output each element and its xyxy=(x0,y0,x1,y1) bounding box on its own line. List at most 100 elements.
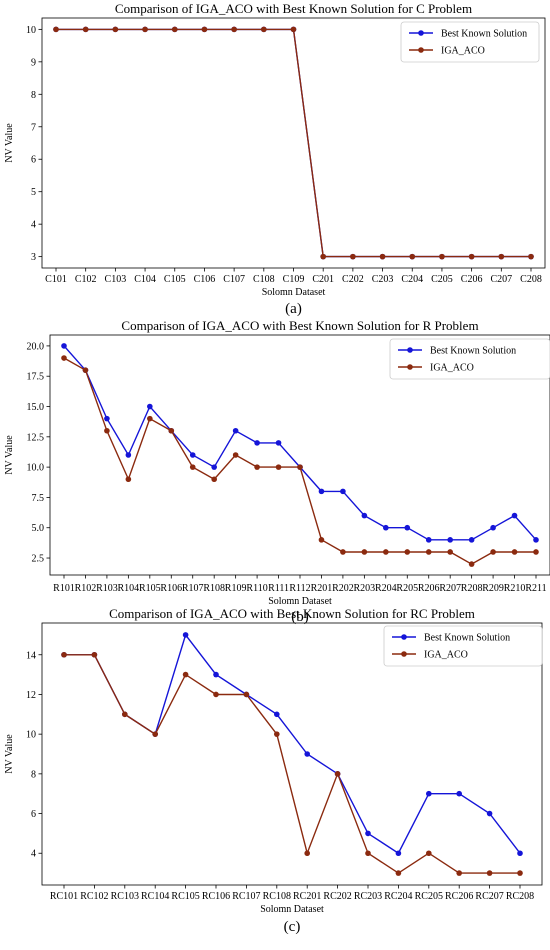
x-tick-label: RC206 xyxy=(445,891,473,902)
legend: Best Known Solution IGA_ACO xyxy=(383,625,543,667)
data-point xyxy=(426,850,432,857)
panel-label: (b) xyxy=(291,609,309,625)
x-tick-label: RC106 xyxy=(202,891,230,902)
x-tick-label: RC202 xyxy=(323,891,351,902)
data-point xyxy=(231,26,237,33)
chart-title: Comparison of IGA_ACO with Best Known So… xyxy=(121,318,478,333)
legend-label: Best Known Solution xyxy=(441,29,527,40)
y-tick-label: 5.0 xyxy=(32,523,45,534)
data-point xyxy=(304,751,311,757)
data-point xyxy=(404,524,411,531)
data-point xyxy=(182,632,189,638)
x-tick-label: C203 xyxy=(372,274,394,285)
y-tick-label: 4 xyxy=(31,849,36,860)
series-line-2 xyxy=(63,357,536,565)
data-point xyxy=(425,549,432,555)
x-tick-label: C201 xyxy=(312,274,334,285)
panel-label: (c) xyxy=(284,919,301,935)
x-tick-label: C106 xyxy=(194,274,216,285)
data-point xyxy=(439,253,445,260)
data-point xyxy=(213,691,219,698)
data-point xyxy=(274,731,280,737)
y-tick-label: 9 xyxy=(31,57,36,68)
data-point xyxy=(53,26,59,33)
data-point xyxy=(511,549,518,555)
x-tick-label: R109 xyxy=(225,583,247,594)
data-point xyxy=(511,512,518,519)
data-point xyxy=(490,549,496,555)
x-tick-label: C202 xyxy=(342,274,364,285)
data-point xyxy=(361,512,368,519)
series-line-2 xyxy=(56,28,531,258)
data-point xyxy=(456,870,463,876)
data-point xyxy=(533,549,539,555)
x-tick-label: R102 xyxy=(75,583,97,594)
data-point xyxy=(297,464,303,470)
data-point xyxy=(254,440,260,446)
x-tick-label: C108 xyxy=(253,274,275,285)
data-point xyxy=(447,537,453,543)
data-point xyxy=(122,711,128,718)
panel-label: (a) xyxy=(285,301,302,317)
x-tick-label: R104 xyxy=(118,583,140,594)
x-tick-label: R106 xyxy=(160,583,182,594)
y-tick-label: 6 xyxy=(31,155,36,166)
x-tick-label: C107 xyxy=(223,274,245,285)
data-point xyxy=(361,549,368,555)
x-tick-label: C204 xyxy=(401,274,423,285)
data-point xyxy=(147,415,153,422)
x-tick-label: RC201 xyxy=(293,891,321,902)
data-point xyxy=(82,367,89,373)
data-point xyxy=(365,830,371,837)
x-tick-label: C207 xyxy=(490,274,512,285)
data-point xyxy=(232,452,239,458)
y-tick-label: 20.0 xyxy=(27,341,45,352)
data-point xyxy=(468,561,475,567)
data-point xyxy=(142,26,148,33)
data-point xyxy=(383,549,389,555)
chart-panel-1: Comparison of IGA_ACO with Best Known So… xyxy=(4,1,546,317)
data-point xyxy=(468,537,475,543)
legend-swatch-marker xyxy=(418,30,424,36)
x-tick-label: RC104 xyxy=(141,891,169,902)
legend-label: Best Known Solution xyxy=(430,346,516,357)
x-tick-label: R107 xyxy=(182,583,204,594)
legend-box xyxy=(383,625,543,667)
data-point xyxy=(125,476,132,483)
data-point xyxy=(404,549,411,555)
legend-swatch-marker xyxy=(401,634,407,640)
x-tick-label: RC205 xyxy=(415,891,443,902)
x-tick-label: RC203 xyxy=(354,891,382,902)
data-point xyxy=(318,488,325,495)
data-point xyxy=(320,253,326,260)
data-point xyxy=(232,427,239,434)
data-point xyxy=(171,26,178,33)
legend-box xyxy=(400,21,540,63)
data-point xyxy=(395,850,402,857)
data-point xyxy=(340,488,346,495)
data-point xyxy=(112,26,119,33)
chart-title: Comparison of IGA_ACO with Best Known So… xyxy=(115,1,472,16)
data-point xyxy=(528,253,534,260)
data-point xyxy=(104,427,110,434)
data-point xyxy=(201,26,208,33)
y-tick-label: 15.0 xyxy=(27,402,45,413)
legend-swatch-marker xyxy=(401,651,407,657)
x-tick-label: RC208 xyxy=(506,891,534,902)
x-tick-label: C109 xyxy=(283,274,305,285)
legend-swatch-marker xyxy=(407,347,413,353)
x-tick-label: R110 xyxy=(246,583,267,594)
data-point xyxy=(275,464,282,470)
chart-title: Comparison of IGA_ACO with Best Known So… xyxy=(109,606,475,621)
y-tick-label: 2.5 xyxy=(32,554,45,565)
y-tick-label: 12.5 xyxy=(27,432,45,443)
data-point xyxy=(340,549,346,555)
x-tick-label: C103 xyxy=(105,274,127,285)
data-point xyxy=(490,524,496,531)
x-tick-label: R210 xyxy=(504,583,526,594)
legend-swatch-marker xyxy=(407,364,413,370)
x-tick-label: R211 xyxy=(525,583,546,594)
x-tick-label: RC105 xyxy=(171,891,199,902)
data-point xyxy=(318,537,325,543)
